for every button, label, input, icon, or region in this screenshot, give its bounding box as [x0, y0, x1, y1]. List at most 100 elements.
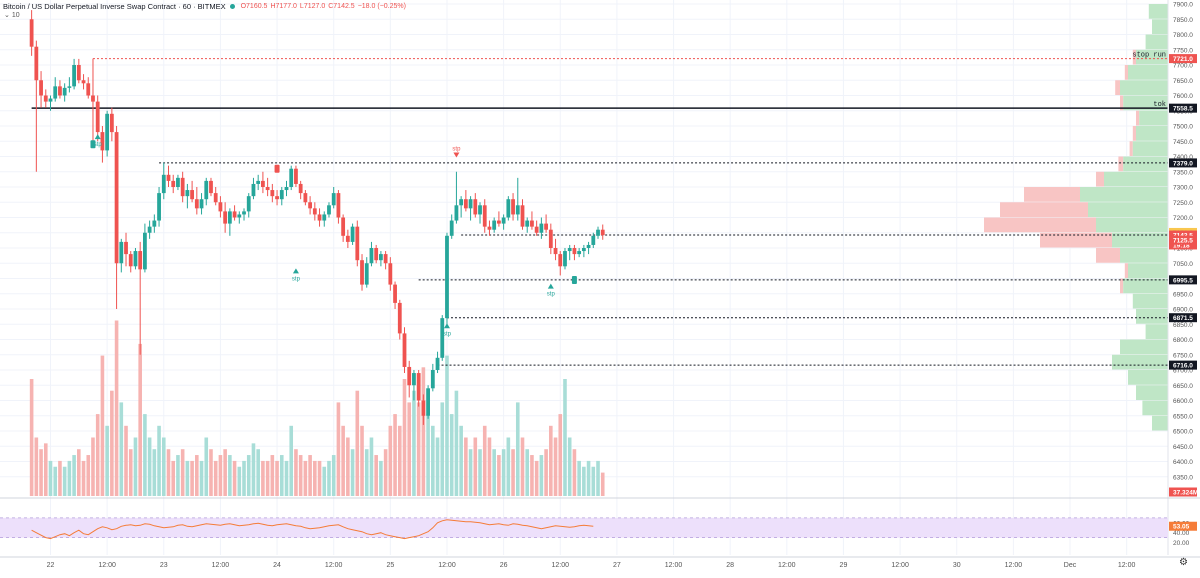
volume-bar	[355, 390, 360, 496]
volume-profile-buy-bar	[1136, 126, 1168, 141]
candle-body	[86, 83, 91, 96]
time-axis-tick: 30	[953, 562, 961, 569]
volume-profile-sell-bar	[1124, 263, 1128, 278]
candle-body	[393, 284, 397, 303]
volume-bar	[577, 460, 581, 496]
volume-bar	[407, 402, 412, 496]
volume-bar	[379, 460, 383, 496]
candle-body	[449, 220, 454, 236]
candle-body	[591, 235, 596, 245]
candle-body	[379, 254, 383, 261]
volume-bar	[440, 402, 445, 496]
volume-profile-sell-bar	[1024, 187, 1080, 202]
volume-bar	[124, 425, 128, 496]
candle-body	[128, 254, 133, 267]
volume-profile-buy-bar	[1120, 248, 1168, 263]
rsi-band	[0, 517, 1168, 538]
volume-profile-sell-bar	[1132, 49, 1136, 65]
volume-profile-buy-bar	[1128, 263, 1168, 278]
candle-body	[39, 80, 43, 96]
level-price-tag-bg	[1169, 313, 1197, 323]
volume-bar	[261, 460, 265, 496]
volume-bar	[298, 455, 303, 496]
volume-bar	[128, 449, 133, 496]
volume-bar	[157, 425, 161, 496]
volume-profile-buy-bar	[1120, 339, 1168, 355]
volume-bar	[530, 455, 534, 496]
candle-body	[586, 244, 591, 248]
candle-body	[534, 226, 539, 233]
volume-profile-sell-bar	[1040, 232, 1112, 248]
candle-body	[303, 193, 308, 203]
candle-body	[459, 199, 464, 206]
candle-body	[402, 333, 407, 367]
volume-profile-buy-bar	[1096, 217, 1168, 233]
volume-bar	[303, 460, 308, 496]
volume-profile-buy-bar	[1120, 80, 1168, 95]
volume-bar	[449, 414, 454, 496]
volume-bar	[218, 455, 223, 496]
candle-body	[355, 226, 360, 261]
volume-bar	[246, 455, 251, 496]
time-axis-tick: 12:00	[438, 562, 456, 569]
volume-bar	[152, 449, 157, 496]
price-axis-tick: 6950.0	[1173, 291, 1193, 298]
volume-bar	[412, 390, 416, 496]
volume-bar	[473, 437, 478, 496]
candle-body	[298, 183, 303, 194]
signal-badge-icon	[571, 276, 577, 285]
volume-bar	[549, 425, 553, 496]
candle-body	[143, 232, 147, 270]
candle-body	[525, 220, 530, 227]
candle-body	[341, 217, 346, 236]
marker-up-arrow-icon	[292, 268, 299, 274]
volume-bar	[289, 425, 294, 496]
volume-bar	[100, 355, 105, 496]
time-axis-tick: 26	[500, 562, 508, 569]
volume-bar	[43, 443, 48, 496]
volume-bar	[331, 455, 336, 496]
volume-bar	[29, 379, 34, 496]
volume-profile-sell-bar	[1096, 248, 1120, 263]
level-price-tag: 6871.5	[1173, 315, 1193, 322]
time-axis-tick: 29	[840, 562, 848, 569]
candle-body	[374, 248, 379, 261]
price-axis-tick: 7750.0	[1173, 47, 1193, 54]
time-axis-tick: 12:00	[212, 562, 230, 569]
volume-bar	[596, 460, 600, 496]
volume-bar	[161, 437, 166, 496]
time-axis-tick: 12:00	[1005, 562, 1023, 569]
candle-body	[478, 205, 482, 215]
price-axis-tick: 7300.0	[1173, 185, 1193, 192]
volume-bar	[62, 466, 67, 496]
candle-body	[29, 19, 34, 47]
volume-bar	[591, 466, 596, 496]
settings-gear-icon[interactable]: ⚙	[1179, 557, 1188, 568]
time-axis-tick: Dec	[1064, 562, 1077, 569]
candle-body	[463, 199, 468, 209]
volume-toggle[interactable]: ⌄ 10	[4, 11, 20, 19]
volume-bar	[360, 425, 364, 496]
price-axis-tick: 6650.0	[1173, 383, 1193, 390]
marker-up-arrow-icon	[443, 323, 450, 329]
candle-body	[43, 95, 48, 102]
candle-body	[223, 211, 228, 224]
candle-body	[501, 217, 506, 224]
volume-bar	[265, 460, 270, 496]
volume-profile-buy-bar	[1142, 400, 1168, 416]
volume-bar	[525, 449, 530, 496]
level-note-label: stop run	[1132, 52, 1166, 60]
candle-body	[100, 132, 105, 151]
volume-profile-buy-bar	[1132, 141, 1168, 156]
volume-bar	[397, 425, 402, 496]
symbol-title[interactable]: Bitcoin / US Dollar Perpetual Inverse Sw…	[3, 1, 226, 11]
candle-body	[152, 220, 157, 227]
volume-bar	[369, 437, 374, 496]
volume-tag-bg	[1169, 487, 1197, 497]
time-axis-tick: 25	[386, 562, 394, 569]
volume-bar	[501, 449, 506, 496]
candle-body	[265, 187, 270, 191]
volume-profile-sell-bar	[1120, 278, 1124, 294]
